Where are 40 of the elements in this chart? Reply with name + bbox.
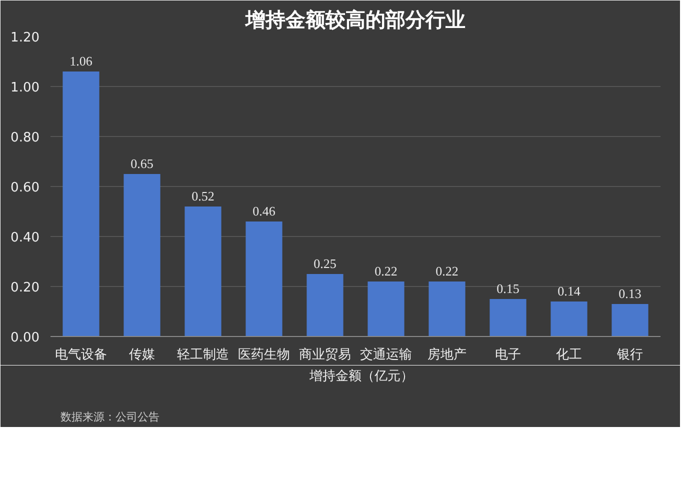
bar <box>490 299 526 336</box>
x-tick-label: 医药生物 <box>238 348 290 362</box>
bar <box>428 282 466 336</box>
x-tick-label: 交通运输 <box>360 346 412 362</box>
bar <box>368 282 404 336</box>
x-tick-label: 银行 <box>616 348 643 362</box>
chart-title: 增持金额较高的部分行业 <box>244 8 466 32</box>
x-tick-label: 轻工制造 <box>177 348 229 362</box>
data-label: 0.52 <box>192 188 214 204</box>
y-tick-label: 0.20 <box>10 280 40 296</box>
bar <box>62 72 100 336</box>
y-tick-label: 0.00 <box>10 330 40 346</box>
data-label: 0.22 <box>436 264 458 278</box>
data-label: 0.46 <box>252 204 276 218</box>
y-tick-label: 1.20 <box>10 30 40 46</box>
data-label: 0.15 <box>496 281 520 296</box>
bar <box>550 302 588 336</box>
y-tick-label: 0.80 <box>10 130 40 146</box>
y-tick-label: 0.40 <box>10 230 40 246</box>
y-tick-label: 0.60 <box>10 180 40 196</box>
bar <box>184 206 222 336</box>
x-tick-label: 电子 <box>495 348 521 362</box>
data-label: 0.14 <box>558 284 581 298</box>
bar <box>306 274 344 336</box>
bar <box>246 222 282 336</box>
source-note: 数据来源：公司公告 <box>60 410 160 424</box>
x-tick-label: 化工 <box>556 348 582 362</box>
x-tick-label: 商业贸易 <box>299 348 351 362</box>
data-label: 0.13 <box>618 286 642 301</box>
x-tick-label: 房地产 <box>428 346 466 362</box>
data-label: 0.22 <box>374 264 398 278</box>
bar <box>124 174 160 336</box>
y-tick-label: 1.00 <box>10 80 40 96</box>
x-tick-label: 电气设备 <box>55 348 107 362</box>
data-label: 0.65 <box>130 156 154 171</box>
data-label: 1.06 <box>70 54 93 68</box>
x-tick-label: 传媒 <box>129 348 155 362</box>
text: 增持金额（亿元） <box>310 368 414 385</box>
data-label: 0.25 <box>314 256 336 271</box>
bar <box>612 304 648 336</box>
